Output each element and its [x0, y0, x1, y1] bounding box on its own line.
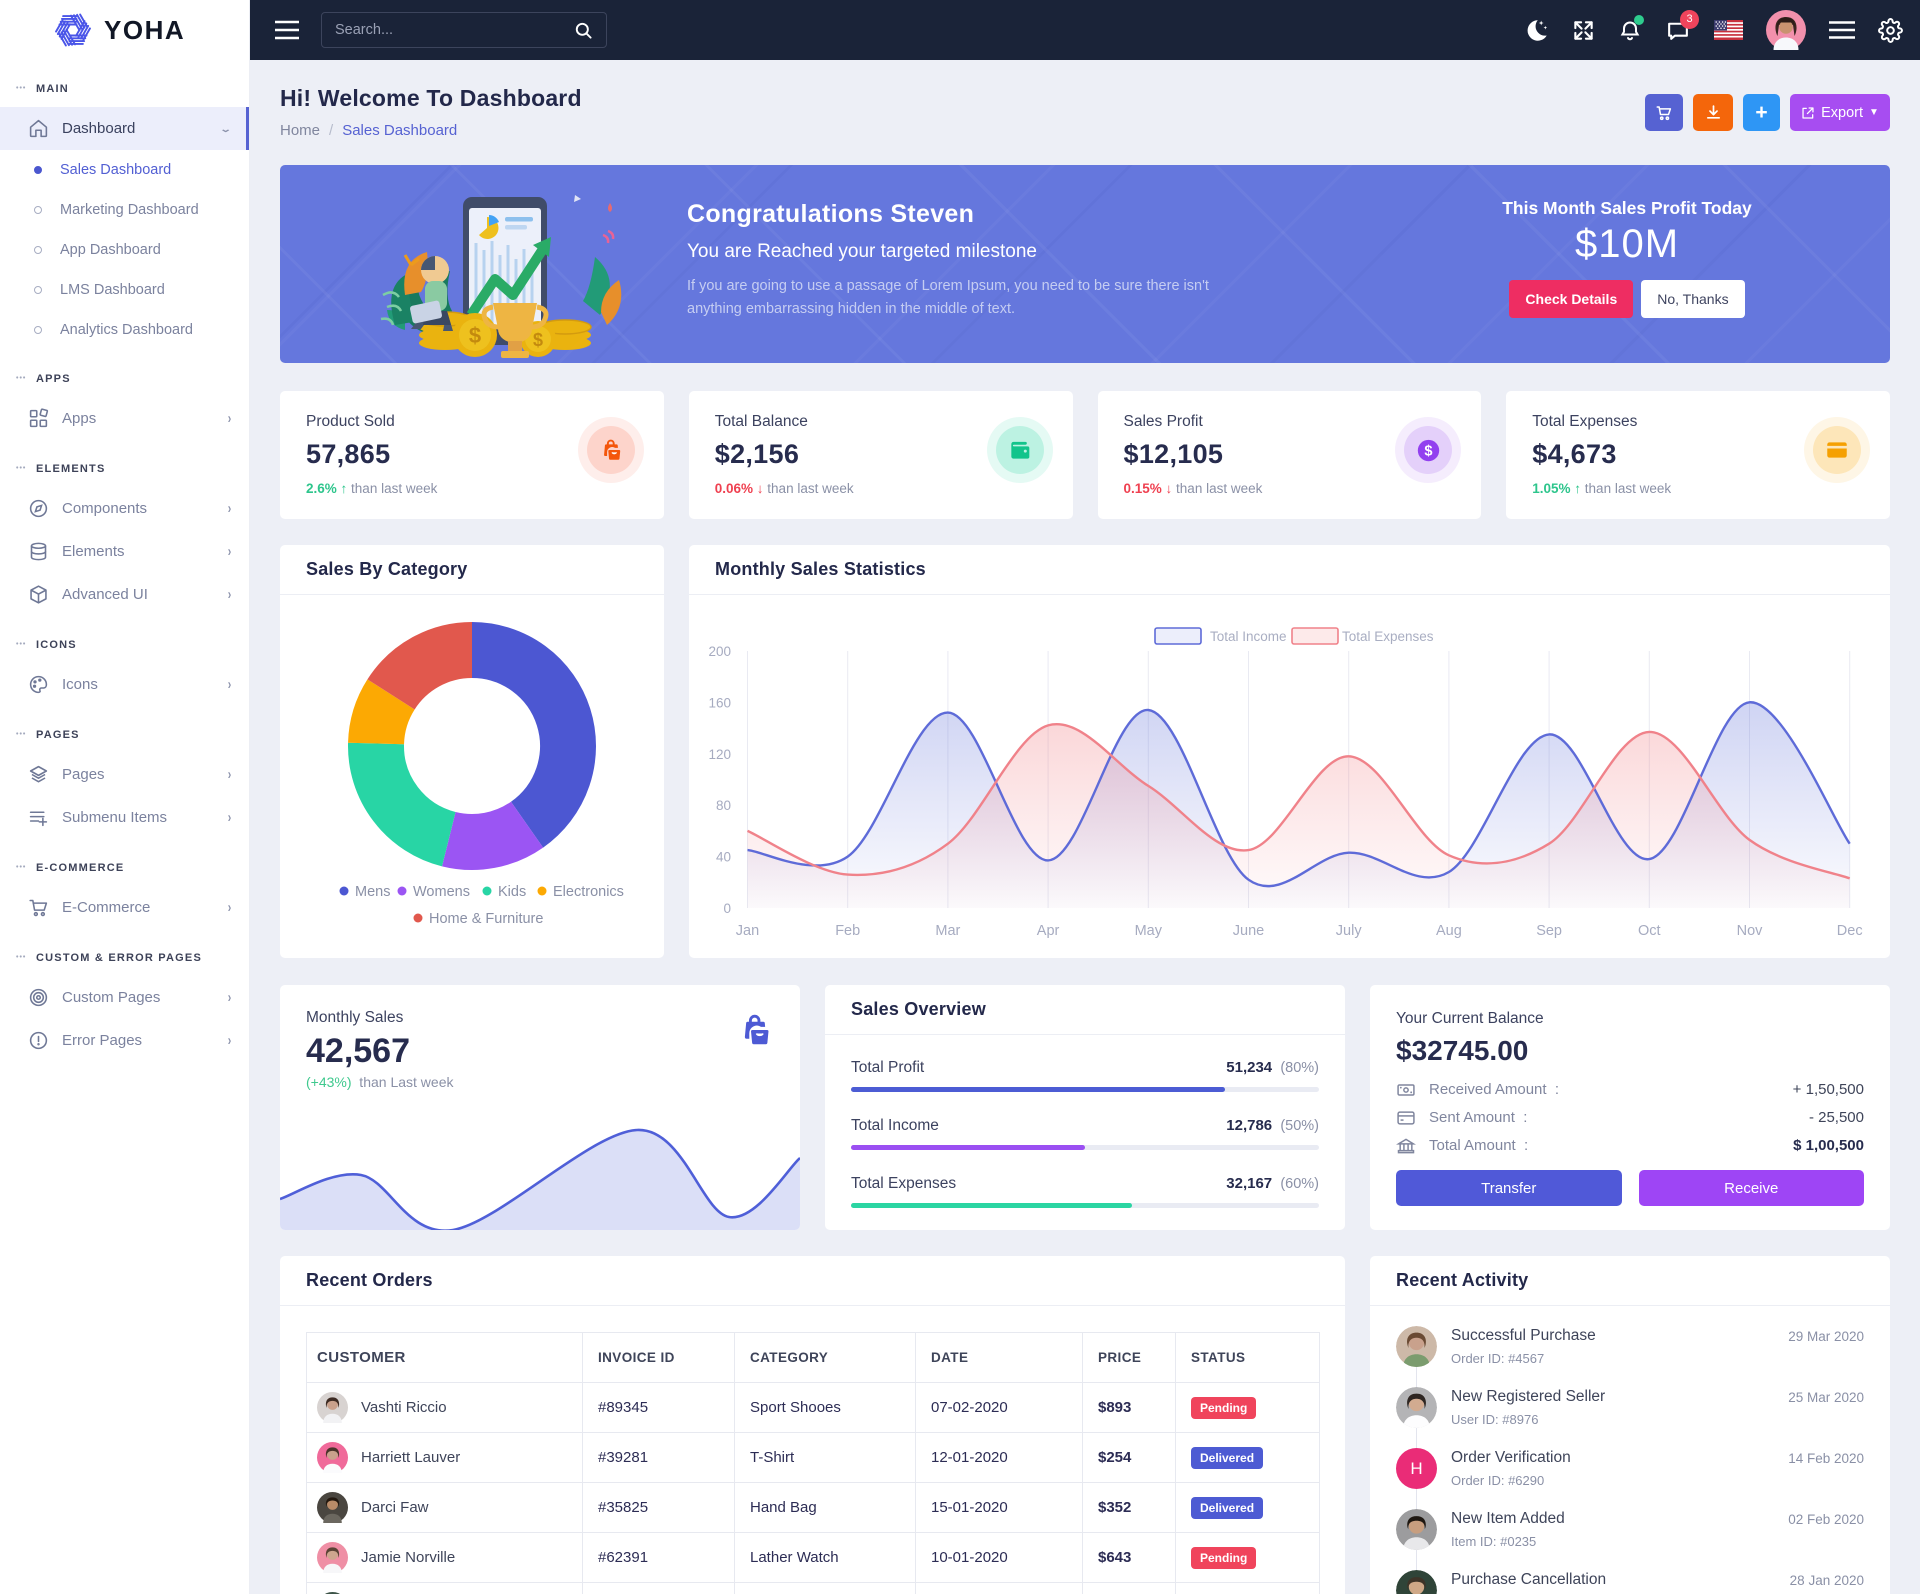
svg-text:Dec: Dec	[1837, 923, 1863, 939]
svg-text:Nov: Nov	[1737, 923, 1764, 939]
svg-text:Oct: Oct	[1638, 923, 1661, 939]
svg-text:June: June	[1233, 923, 1264, 939]
svg-text:120: 120	[708, 747, 731, 762]
svg-text:Mar: Mar	[935, 923, 960, 939]
svg-text:$: $	[469, 323, 481, 348]
svg-text:Electronics: Electronics	[553, 884, 624, 900]
svg-text:40: 40	[716, 850, 731, 865]
svg-text:0: 0	[723, 901, 731, 916]
svg-text:Mens: Mens	[355, 884, 390, 900]
svg-text:May: May	[1135, 923, 1163, 939]
svg-text:Sep: Sep	[1536, 923, 1562, 939]
svg-text:Feb: Feb	[835, 923, 860, 939]
svg-text:Womens: Womens	[413, 884, 470, 900]
svg-text:160: 160	[708, 695, 731, 710]
svg-text:$: $	[1424, 443, 1432, 459]
svg-text:$: $	[533, 330, 543, 350]
svg-text:Jan: Jan	[736, 923, 759, 939]
svg-text:Total Income: Total Income	[1210, 629, 1287, 644]
svg-text:July: July	[1336, 923, 1363, 939]
svg-text:200: 200	[708, 644, 731, 659]
svg-text:Home & Furniture: Home & Furniture	[429, 911, 543, 927]
svg-text:Aug: Aug	[1436, 923, 1462, 939]
svg-text:Apr: Apr	[1037, 923, 1060, 939]
svg-text:80: 80	[716, 798, 731, 813]
svg-text:Total Expenses: Total Expenses	[1342, 629, 1434, 644]
svg-text:Kids: Kids	[498, 884, 526, 900]
